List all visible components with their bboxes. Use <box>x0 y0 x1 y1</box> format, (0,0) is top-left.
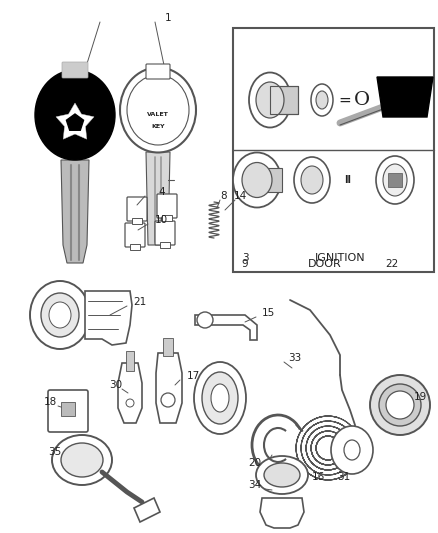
Ellipse shape <box>370 375 430 435</box>
Bar <box>233 28 434 272</box>
Polygon shape <box>260 498 304 528</box>
Ellipse shape <box>331 426 373 474</box>
Bar <box>270 86 298 114</box>
Bar <box>257 168 282 192</box>
Ellipse shape <box>127 75 189 145</box>
Text: 18: 18 <box>43 397 57 407</box>
FancyBboxPatch shape <box>157 194 177 218</box>
Ellipse shape <box>311 84 333 116</box>
Ellipse shape <box>61 443 103 477</box>
Ellipse shape <box>41 293 79 337</box>
Text: 34: 34 <box>248 480 261 490</box>
Text: KEY: KEY <box>151 125 165 130</box>
FancyBboxPatch shape <box>146 64 170 79</box>
Circle shape <box>126 399 134 407</box>
Text: 14: 14 <box>233 191 247 201</box>
Text: 1: 1 <box>165 13 171 23</box>
Text: 4: 4 <box>159 187 165 197</box>
Ellipse shape <box>256 82 284 118</box>
Polygon shape <box>85 291 132 345</box>
Text: =: = <box>339 93 351 108</box>
Text: 30: 30 <box>110 380 123 390</box>
Text: II: II <box>345 175 352 185</box>
Ellipse shape <box>52 435 112 485</box>
Ellipse shape <box>249 72 291 127</box>
Text: 9: 9 <box>242 259 248 269</box>
Text: VALET: VALET <box>147 112 169 117</box>
Polygon shape <box>67 114 84 130</box>
Bar <box>163 338 173 356</box>
Text: 17: 17 <box>187 371 200 381</box>
Text: 10: 10 <box>155 215 168 225</box>
Circle shape <box>161 393 175 407</box>
Bar <box>160 242 170 248</box>
Ellipse shape <box>301 166 323 194</box>
Bar <box>162 215 172 221</box>
Polygon shape <box>195 315 257 340</box>
Ellipse shape <box>35 70 115 160</box>
Text: 31: 31 <box>337 472 351 482</box>
Bar <box>130 244 140 250</box>
Ellipse shape <box>233 152 281 207</box>
Text: 8: 8 <box>221 191 227 201</box>
Ellipse shape <box>264 463 300 487</box>
Polygon shape <box>134 498 160 522</box>
Ellipse shape <box>344 440 360 460</box>
Ellipse shape <box>256 456 308 494</box>
Ellipse shape <box>294 157 330 203</box>
Polygon shape <box>118 363 142 423</box>
Text: 3: 3 <box>242 253 248 263</box>
Ellipse shape <box>211 384 229 412</box>
Text: 15: 15 <box>261 308 275 318</box>
FancyBboxPatch shape <box>127 197 147 221</box>
Ellipse shape <box>194 362 246 434</box>
FancyBboxPatch shape <box>125 223 145 247</box>
Polygon shape <box>146 152 170 245</box>
FancyBboxPatch shape <box>155 221 175 245</box>
Bar <box>61 402 75 416</box>
Ellipse shape <box>30 281 90 349</box>
Polygon shape <box>377 77 433 117</box>
Circle shape <box>197 312 213 328</box>
Text: DOOR: DOOR <box>308 259 342 269</box>
Ellipse shape <box>49 302 71 328</box>
Ellipse shape <box>242 163 272 198</box>
Polygon shape <box>156 353 182 423</box>
FancyBboxPatch shape <box>48 390 88 432</box>
Text: 16: 16 <box>311 472 325 482</box>
Ellipse shape <box>383 164 407 196</box>
Bar <box>388 173 402 187</box>
Text: 33: 33 <box>288 353 302 363</box>
Ellipse shape <box>379 384 421 426</box>
Text: 21: 21 <box>134 297 147 307</box>
Ellipse shape <box>202 372 238 424</box>
Text: IGNITION: IGNITION <box>314 253 365 263</box>
Polygon shape <box>56 103 94 139</box>
Bar <box>132 218 142 224</box>
Text: 35: 35 <box>48 447 62 457</box>
Circle shape <box>386 391 414 419</box>
FancyBboxPatch shape <box>62 62 88 78</box>
Ellipse shape <box>316 91 328 109</box>
Text: O: O <box>354 91 370 109</box>
Bar <box>126 351 134 371</box>
Text: 20: 20 <box>248 458 261 468</box>
Bar <box>270 86 298 114</box>
Ellipse shape <box>376 156 414 204</box>
Polygon shape <box>61 160 89 263</box>
Ellipse shape <box>120 68 196 152</box>
Text: 22: 22 <box>385 259 399 269</box>
Text: 19: 19 <box>413 392 427 402</box>
